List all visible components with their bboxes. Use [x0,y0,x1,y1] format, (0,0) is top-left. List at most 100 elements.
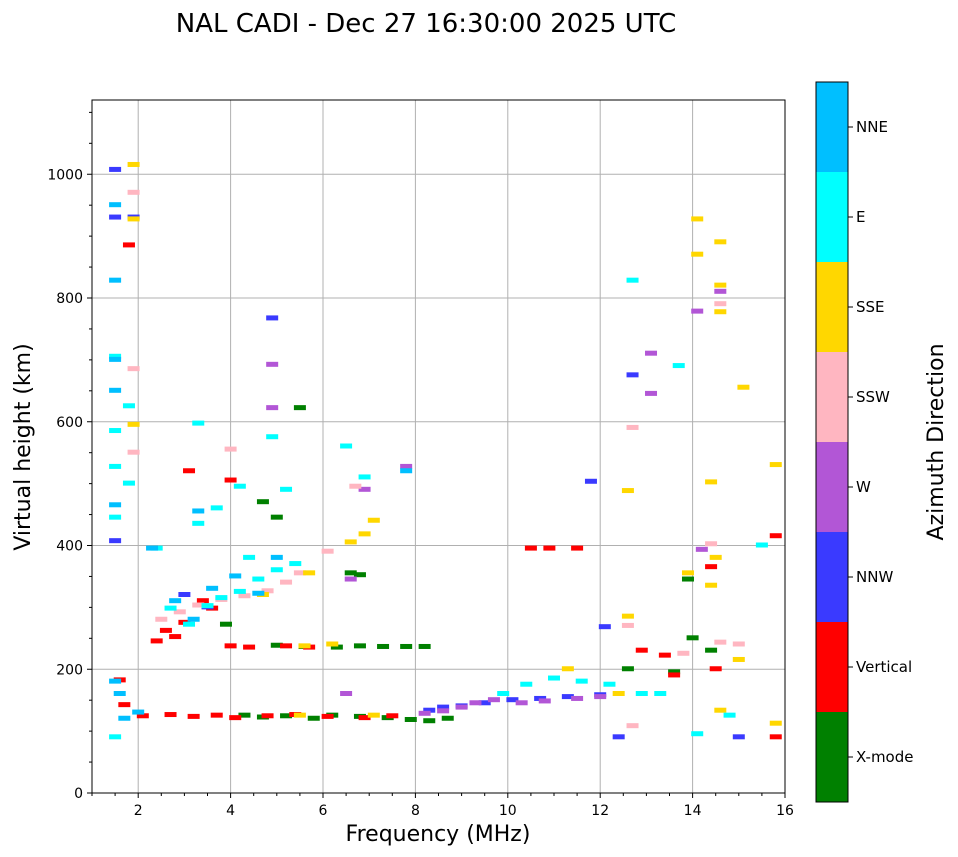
data-point-vertical [150,638,163,644]
data-point-nnw [506,697,519,703]
data-point-sse [561,666,574,672]
x-tick-label: 8 [411,803,420,819]
data-point-sse [681,570,694,576]
data-point-vertical [243,644,256,650]
colorbar-segment [816,532,848,622]
data-point-vertical [224,477,237,483]
x-tick-label: 6 [319,803,328,819]
data-point-ssw [127,189,140,195]
colorbar-tick-label: X-mode [856,748,913,766]
data-point-e [289,561,302,567]
data-point-sse [705,582,718,588]
data-point-ssw [192,602,205,608]
data-point-sse [769,462,782,468]
data-point-w [487,697,500,703]
data-point-nnw [584,478,597,484]
data-point-nne [187,616,200,622]
data-point-w [455,704,468,710]
data-point-e [192,520,205,526]
data-point-e [122,480,135,486]
data-point-vertical [571,545,584,551]
grid-lines [92,100,785,793]
data-point-e [626,277,639,283]
data-point-vertical [769,734,782,740]
data-point-sse [298,643,311,649]
data-point-vertical [635,647,648,653]
colorbar-tick-label: NNW [856,568,893,586]
data-point-sse [691,251,704,257]
data-point-x-mode [270,642,283,648]
data-point-ssw [714,301,727,307]
data-point-vertical [321,713,334,719]
data-point-e [755,542,768,548]
y-axis-ticks: 0 200 400 600 800 1000 [47,111,92,802]
colorbar-segment [816,712,848,802]
data-point-sse [714,282,727,288]
data-point-e [252,576,265,582]
data-point-x-mode [423,718,436,724]
data-point-ssw [714,639,727,645]
data-point-x-mode [400,643,413,649]
colorbar-tick-label: W [856,478,871,496]
data-point-ssw [155,616,168,622]
data-point-ssw [621,622,634,628]
data-point-nne [118,715,131,721]
data-point-ssw [349,483,362,489]
data-point-vertical [159,627,172,633]
data-point-sse [612,691,625,696]
data-point-vertical [229,715,242,721]
data-point-nne [169,598,182,604]
data-point-e [340,443,353,449]
data-point-ssw [705,541,718,547]
data-point-ssw [321,548,334,554]
data-point-w [400,463,413,469]
data-point-e [109,463,122,469]
data-point-ssw [238,593,251,599]
data-point-w [469,700,482,706]
data-point-nne [252,590,265,596]
data-point-nnw [478,700,491,706]
data-point-vertical [187,713,200,719]
data-point-x-mode [307,715,320,721]
data-point-sse [714,309,727,315]
data-point-vertical [261,713,274,719]
data-point-w [344,576,357,582]
data-point-nnw [598,624,611,630]
data-point-x-mode [404,716,417,722]
data-point-vertical [122,242,135,248]
data-point-x-mode [293,405,306,411]
data-point-e [654,691,667,696]
data-point-sse [127,161,140,167]
data-point-w [691,308,704,314]
data-point-nnw [437,704,450,710]
data-point-e [635,691,648,696]
data-point-sse [737,384,750,390]
data-point-sse [358,531,371,537]
data-point-e [109,734,122,740]
data-point-ssw [224,446,237,452]
colorbar-tick-label: SSW [856,388,890,406]
data-point-vertical [709,666,722,672]
data-point-nne [113,691,126,696]
data-point-e [201,603,214,609]
x-tick-label: 14 [684,803,702,819]
data-point-nne [109,502,122,508]
data-point-vertical [769,533,782,539]
data-point-vertical [543,545,556,551]
data-point-vertical [196,598,209,604]
data-point-vertical [658,652,671,658]
colorbar-tick-label: E [856,208,865,226]
data-point-e [183,621,196,627]
data-point-sse [709,554,722,560]
data-point-vertical [118,702,131,708]
data-point-e [723,712,736,718]
data-point-nne [400,468,413,474]
data-point-e [109,428,122,434]
data-point-e [210,505,223,511]
data-point-sse [732,656,745,662]
data-point-e [122,403,135,409]
x-tick-label: 16 [776,803,794,819]
data-point-w [538,698,551,704]
data-point-w [695,546,708,552]
